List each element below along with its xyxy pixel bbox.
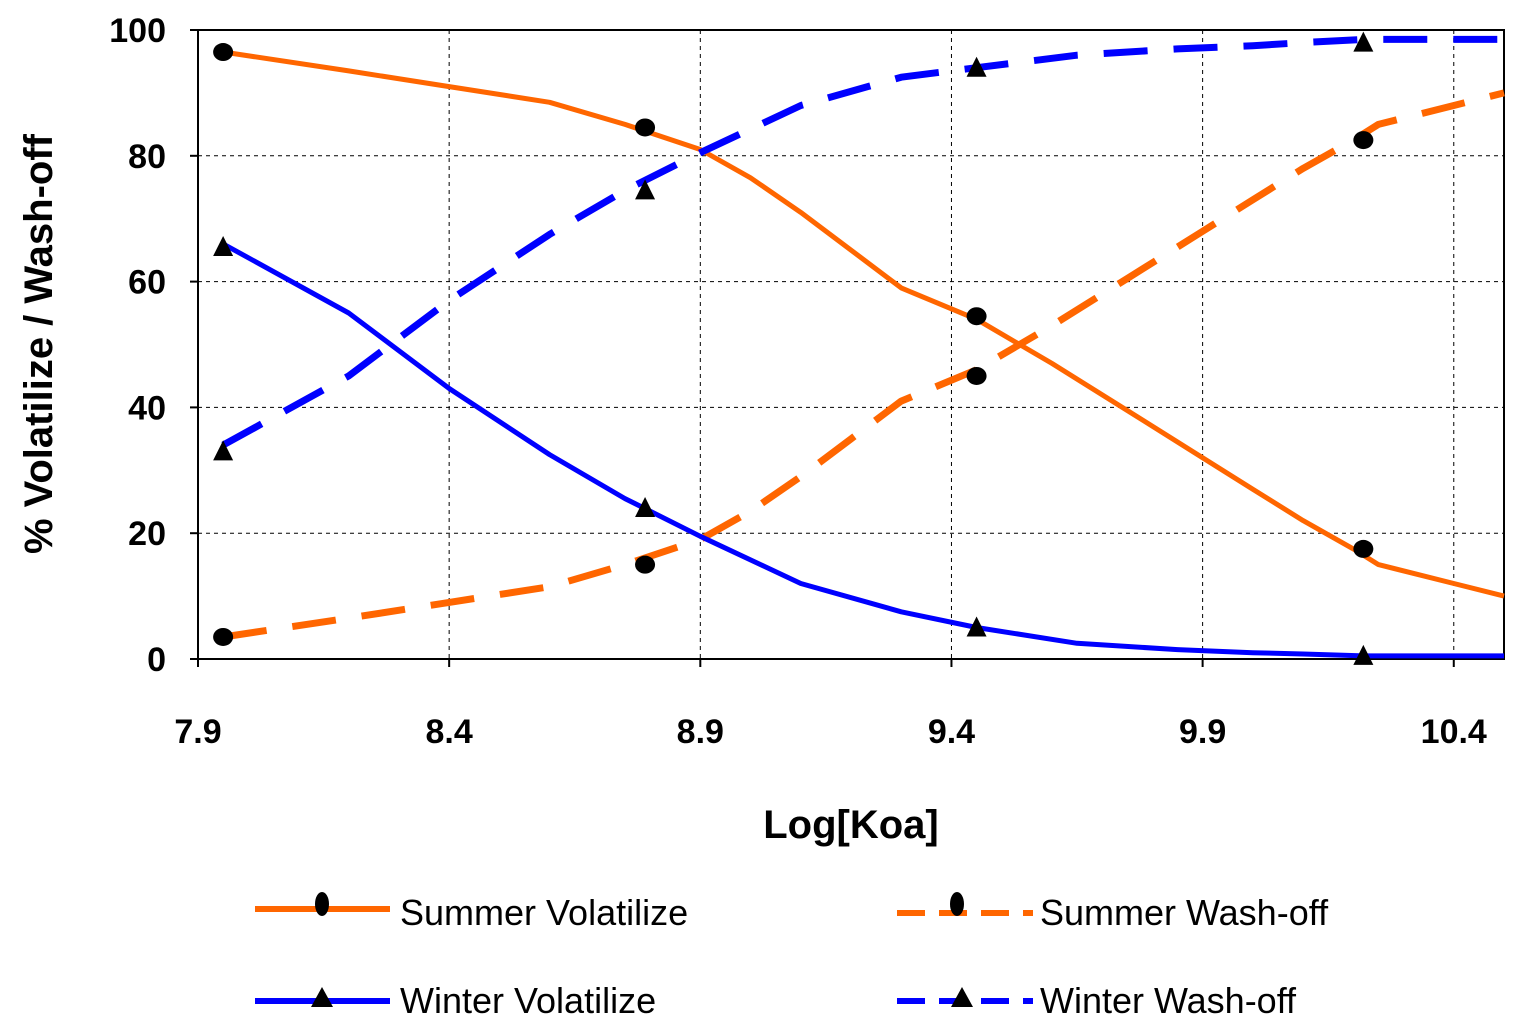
legend-marker-winter-wash-off [951,987,973,1007]
marker-winter-wash-off-point [213,440,234,461]
marker-summer-wash-off-point [635,555,656,574]
marker-summer-volatilize-point [1353,539,1374,558]
y-tick-label: 60 [128,264,166,302]
y-tick-label: 40 [128,389,166,427]
legend-label-summer-volatilize: Summer Volatilize [400,892,688,933]
x-tick-label: 8.9 [677,713,724,751]
series-line-winter-wash-off [221,35,1504,449]
plot-area-frame [197,29,1505,660]
x-tick-label: 7.9 [174,713,221,751]
marker-summer-wash-off-point [1353,131,1374,150]
x-axis-title: Log[Koa] [763,803,939,847]
marker-summer-volatilize-point [635,118,656,137]
legend-marker-winter-volatilize [311,987,333,1007]
legend-marker-summer-wash-off [950,892,964,916]
marker-summer-wash-off-point [213,627,234,646]
marker-winter-volatilize-point [635,497,656,518]
marker-summer-wash-off-point [966,366,987,385]
legend-item-summer-wash-off: Summer Wash-off [897,892,1329,933]
marker-winter-wash-off-point [635,179,656,200]
marker-winter-volatilize-point [1353,644,1374,665]
x-tick-label: 9.9 [1179,713,1226,751]
legend-label-winter-wash-off: Winter Wash-off [1040,980,1297,1021]
marker-winter-volatilize-point [966,616,987,637]
series-line-summer-volatilize [222,49,1505,599]
legend-marker-summer-volatilize [315,892,329,916]
series-line-summer-wash-off [222,89,1505,641]
y-axis-title: % Volatilize / Wash-off [17,133,61,554]
legend-label-winter-volatilize: Winter Volatilize [400,980,656,1021]
marker-summer-volatilize-point [213,43,234,62]
grid-lines [198,30,1504,659]
legend-item-winter-wash-off: Winter Wash-off [897,980,1297,1021]
legend-item-winter-volatilize: Winter Volatilize [255,980,656,1021]
tick-labels: 0 20 40 60 80 100 7.9 8.4 8.9 9.4 9.9 10.4 [109,12,1487,751]
x-tick-label: 8.4 [426,713,473,751]
marker-winter-wash-off-point [1353,31,1374,52]
marker-winter-wash-off-point [966,56,987,77]
x-tick-label: 10.4 [1421,713,1487,751]
x-tick-label: 9.4 [928,713,975,751]
marker-summer-volatilize-point [966,307,987,326]
series-markers [213,31,1374,665]
marker-winter-volatilize-point [213,236,234,257]
legend-item-summer-volatilize: Summer Volatilize [255,892,688,933]
y-tick-label: 0 [147,641,166,679]
legend: Summer Volatilize Summer Wash-off Winter… [255,892,1329,1021]
y-tick-label: 20 [128,515,166,553]
y-tick-label: 80 [128,138,166,176]
y-tick-label: 100 [109,12,166,50]
series-line-winter-volatilize [221,241,1504,659]
series-lines [221,35,1505,659]
legend-label-summer-wash-off: Summer Wash-off [1040,892,1329,933]
